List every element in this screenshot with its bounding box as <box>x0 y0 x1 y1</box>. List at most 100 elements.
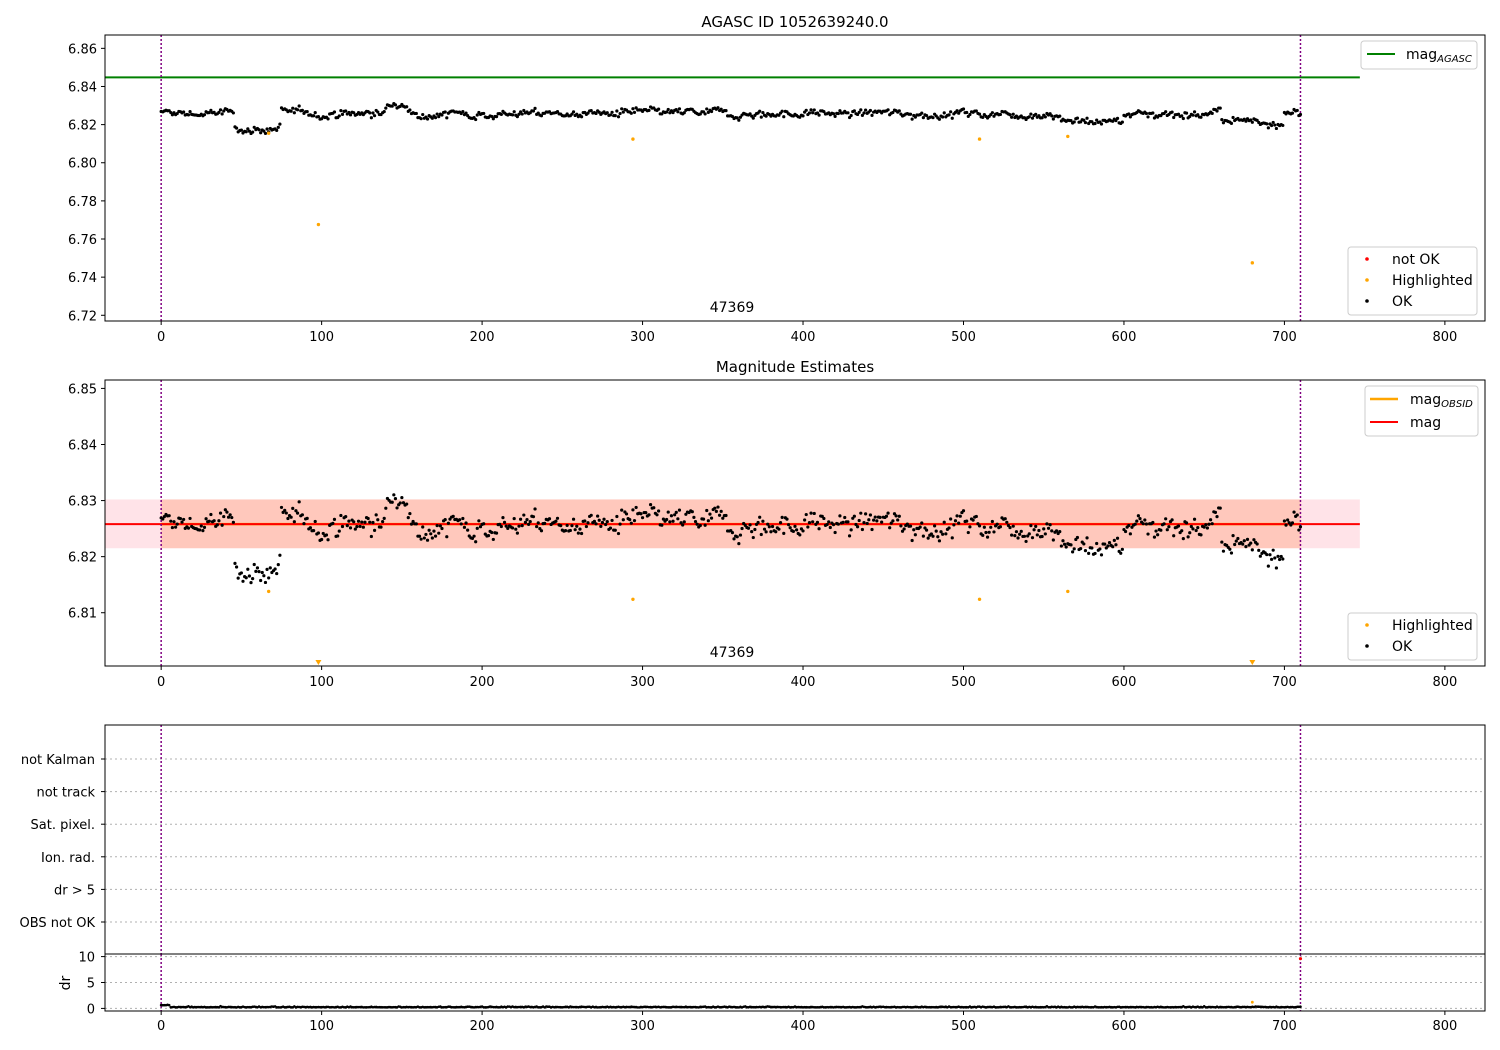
ok-point <box>169 519 173 523</box>
ok-point <box>527 522 531 526</box>
ok-point <box>831 523 836 527</box>
ok-point <box>751 535 755 540</box>
ok-point <box>804 108 808 112</box>
ok-point <box>1106 544 1110 548</box>
ok-point <box>738 533 743 537</box>
ok-point <box>1210 522 1214 526</box>
ok-point <box>706 519 710 523</box>
ok-point <box>225 510 229 514</box>
ok-point <box>421 525 425 529</box>
ok-point <box>382 109 386 114</box>
x-tick-label: 0 <box>157 330 165 345</box>
panel-dr-points <box>159 957 1303 1009</box>
ok-point <box>515 531 519 535</box>
ok-point <box>1010 115 1014 119</box>
ok-point <box>908 524 913 528</box>
ok-point <box>682 111 686 115</box>
ok-point <box>756 520 760 525</box>
ok-point <box>241 579 245 583</box>
x-tick-label: 100 <box>309 675 334 690</box>
ok-point <box>644 510 648 515</box>
ok-point <box>254 569 258 573</box>
ok-point <box>952 523 956 527</box>
highlighted-point <box>1066 589 1070 594</box>
ok-point <box>499 524 503 529</box>
ok-point <box>1051 117 1055 121</box>
ok-point <box>615 109 619 113</box>
ok-point <box>1083 120 1088 125</box>
ok-point <box>891 110 895 115</box>
ok-point <box>512 516 516 521</box>
ok-point <box>838 109 842 113</box>
ok-point <box>233 561 237 565</box>
flag-label: dr > 5 <box>54 883 95 898</box>
ok-point <box>510 526 515 530</box>
ok-point <box>1298 525 1303 529</box>
panel-magnitude: Magnitude Estimates 0 100 200 300 400 500 600 7… <box>68 358 1486 690</box>
ok-point <box>1090 546 1094 550</box>
ok-point <box>732 537 736 541</box>
ok-point <box>602 517 606 521</box>
ok-point <box>777 527 781 531</box>
ok-point <box>655 513 659 517</box>
ok-point <box>1107 541 1112 545</box>
ok-point <box>862 520 866 525</box>
ok-point <box>1273 556 1277 560</box>
highlighted-point <box>1250 261 1255 265</box>
ok-point <box>897 109 901 113</box>
ok-point <box>1093 121 1097 126</box>
ok-point <box>326 538 330 542</box>
ok-point <box>1218 106 1222 110</box>
legend-obsid-label: magOBSID <box>1410 392 1473 410</box>
ok-point <box>921 116 925 120</box>
ok-point <box>714 509 718 514</box>
ok-point <box>576 531 580 535</box>
ok-point <box>660 523 664 527</box>
x-tick-label: 600 <box>1112 1019 1137 1034</box>
ok-point <box>977 524 982 528</box>
ok-point <box>676 110 680 114</box>
ok-point <box>873 515 877 519</box>
ok-point <box>657 107 661 111</box>
ok-point <box>1241 542 1245 546</box>
ok-point <box>981 533 985 537</box>
ok-point <box>425 117 430 121</box>
ok-point <box>1030 116 1035 120</box>
ok-point <box>522 108 526 113</box>
ok-point <box>950 536 954 540</box>
ok-point <box>1297 528 1301 532</box>
y-tick-label: 6.84 <box>68 438 97 453</box>
ok-point <box>543 521 547 525</box>
y-tick-label: 6.86 <box>68 42 97 57</box>
ok-point <box>716 505 720 509</box>
ok-point <box>1011 112 1015 116</box>
ok-point <box>806 525 810 529</box>
ok-point <box>429 532 433 536</box>
ok-point <box>440 113 444 117</box>
ok-point <box>1151 111 1155 115</box>
y-tick-label: 6.74 <box>68 271 97 286</box>
ok-point <box>665 517 669 522</box>
legend-agasc-line-sub: AGASC <box>1436 54 1472 65</box>
ok-point <box>1207 522 1211 526</box>
ok-point <box>575 524 579 528</box>
ok-point <box>1271 120 1275 125</box>
ok-point <box>616 115 621 119</box>
flag-label: Sat. pixel. <box>31 818 95 833</box>
ok-point <box>297 500 301 504</box>
ok-point <box>207 519 211 523</box>
ok-point <box>215 523 219 527</box>
ok-point <box>1058 530 1062 534</box>
ok-point <box>1188 531 1192 535</box>
ok-point <box>822 516 826 521</box>
ok-point <box>1054 529 1059 533</box>
ok-point <box>289 109 293 113</box>
ok-point <box>855 525 860 529</box>
ok-point <box>427 528 431 532</box>
ok-point <box>535 524 539 529</box>
ok-point <box>868 108 873 113</box>
ok-point <box>836 111 840 116</box>
ok-point <box>514 527 518 531</box>
ok-point <box>730 531 735 535</box>
ok-point <box>709 109 714 114</box>
